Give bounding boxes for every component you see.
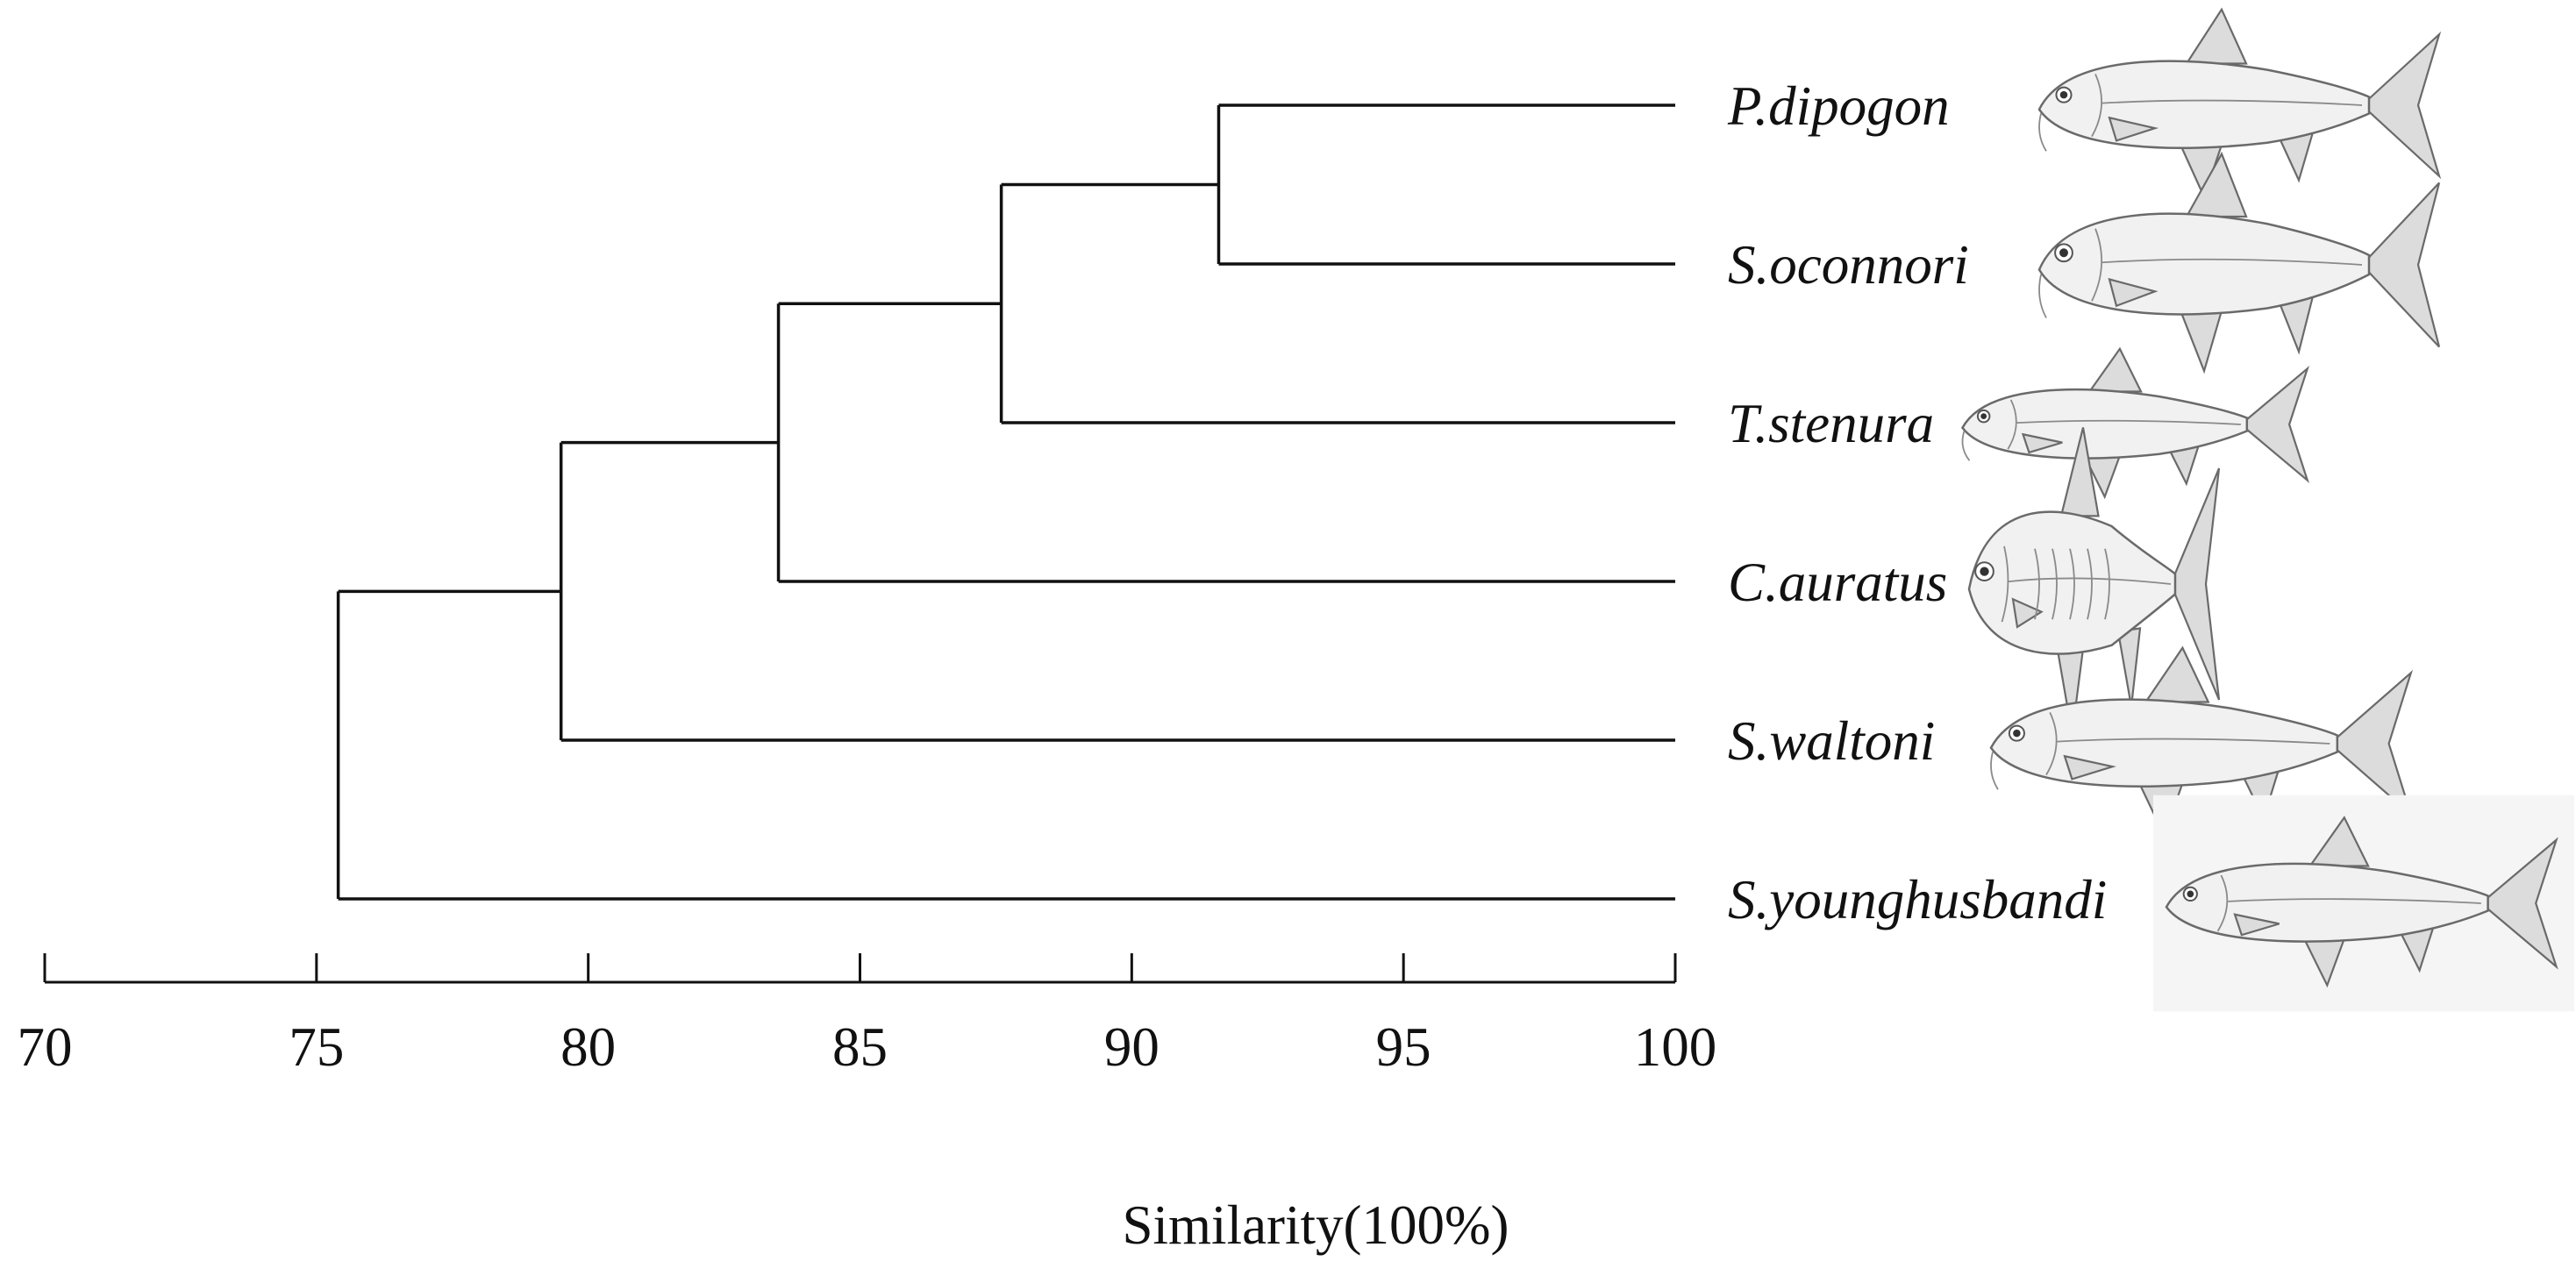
tick-label: 90 bbox=[1104, 1016, 1160, 1078]
taxon-label: P.dipogon bbox=[1727, 75, 1950, 137]
fish-illustration bbox=[1961, 346, 2310, 500]
axis-title: Similarity(100%) bbox=[1123, 1194, 1509, 1256]
fish-illustrations bbox=[1961, 7, 2574, 1012]
tick-label: 100 bbox=[1634, 1016, 1717, 1078]
fish-illustration bbox=[1967, 427, 2221, 734]
taxon-label: S.waltoni bbox=[1728, 710, 1935, 772]
taxon-label: C.auratus bbox=[1728, 552, 1947, 613]
taxon-label: S.oconnori bbox=[1728, 234, 1969, 296]
fish-illustration bbox=[2037, 7, 2442, 200]
tick-label: 95 bbox=[1376, 1016, 1431, 1078]
fish-illustration bbox=[2037, 151, 2441, 374]
tick-label: 85 bbox=[832, 1016, 888, 1078]
fish-illustration bbox=[2153, 795, 2574, 1012]
similarity-axis: 70 75 80 85 90 95 100 Similarity(100%) bbox=[18, 953, 1717, 1256]
tick-label: 80 bbox=[560, 1016, 616, 1078]
taxon-label: S.younghusbandi bbox=[1728, 869, 2107, 930]
fish-illustration bbox=[1989, 645, 2414, 838]
dendrogram-branches bbox=[336, 103, 1675, 901]
taxon-label: T.stenura bbox=[1728, 393, 1934, 454]
tick-label: 75 bbox=[289, 1016, 344, 1078]
axis-ticks: 70 75 80 85 90 95 100 bbox=[18, 953, 1717, 1078]
taxon-labels: P.dipogon S.oconnori T.stenura C.auratus S.w… bbox=[1727, 75, 2107, 930]
tick-label: 70 bbox=[18, 1016, 73, 1078]
